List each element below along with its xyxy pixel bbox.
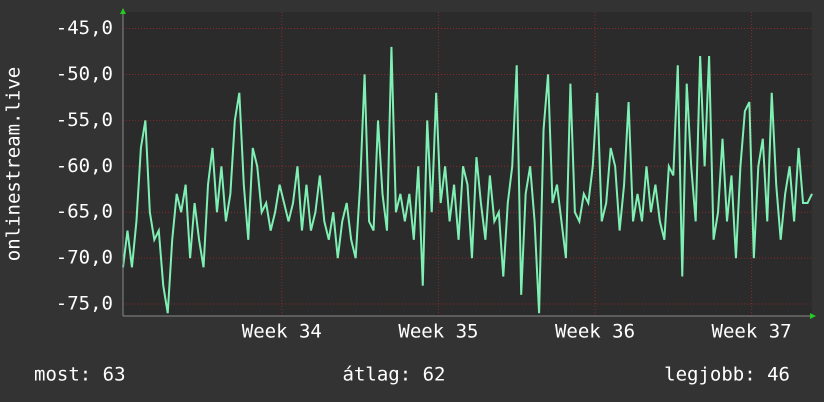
stat-best: legjobb: 46 <box>664 364 790 386</box>
x-tick-label: Week 37 <box>712 321 792 343</box>
y-tick-label: -45,0 <box>56 17 113 39</box>
y-tick-label: -60,0 <box>56 155 113 177</box>
stat-average: átlag: 62 <box>343 364 446 386</box>
y-tick-label: -70,0 <box>56 247 113 269</box>
stat-current: most: 63 <box>34 364 126 386</box>
y-tick-label: -55,0 <box>56 109 113 131</box>
x-tick-label: Week 35 <box>398 321 478 343</box>
line <box>122 46 813 314</box>
x-arrow <box>810 313 816 319</box>
x-tick-label: Week 34 <box>242 321 322 343</box>
plot <box>122 46 813 314</box>
grid <box>123 12 812 316</box>
y-tick-label: -50,0 <box>56 63 113 85</box>
x-tick-label: Week 36 <box>555 321 635 343</box>
y-tick-label: -65,0 <box>56 201 113 223</box>
y-arrow <box>120 8 126 14</box>
y-tick-label: -75,0 <box>56 293 113 315</box>
y-axis-label: onlinestream.live <box>3 67 25 261</box>
